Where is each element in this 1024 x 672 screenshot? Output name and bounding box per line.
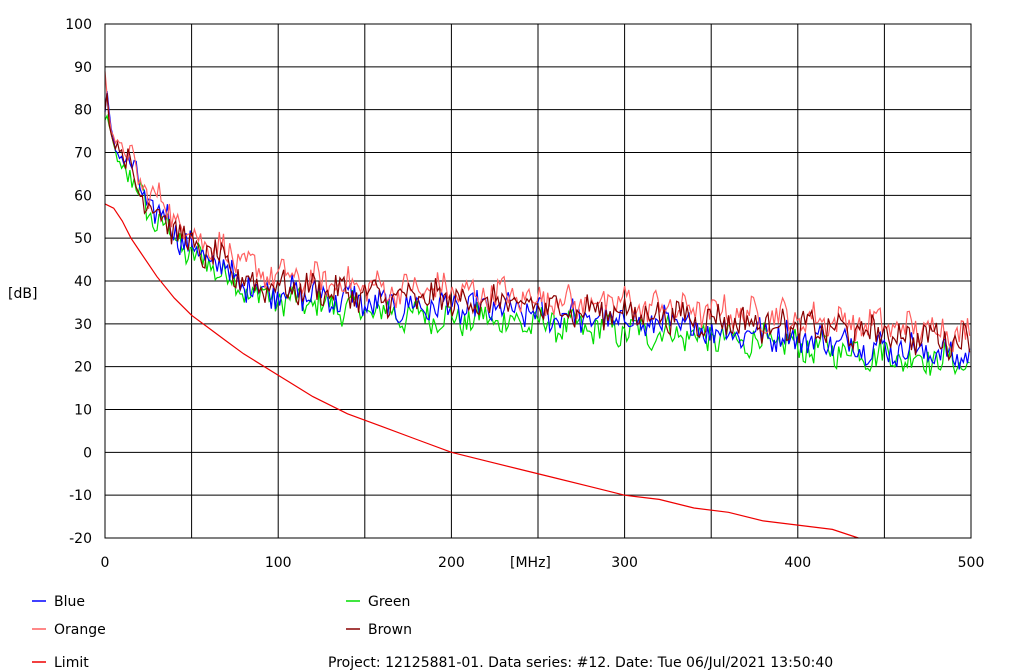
series-line-brown — [104, 93, 971, 362]
series-line-blue — [104, 91, 971, 370]
y-tick-label: 10 — [74, 403, 92, 419]
x-tick-label: 0 — [101, 555, 110, 571]
x-tick-label: 300 — [611, 555, 638, 571]
legend-label: Blue — [54, 594, 85, 610]
grid-lines — [105, 24, 971, 538]
y-tick-label: -20 — [69, 531, 92, 547]
x-tick-label: 500 — [958, 555, 985, 571]
y-tick-label: 100 — [65, 17, 92, 33]
y-tick-label: 60 — [74, 188, 92, 204]
legend-label: Orange — [54, 622, 106, 638]
y-tick-label: 40 — [74, 274, 92, 290]
legend-item-blue: Blue — [32, 594, 85, 610]
x-axis-ticks: 0 100 200 300 400 500 — [101, 555, 985, 571]
y-tick-label: 90 — [74, 60, 92, 76]
x-axis-label: [MHz] — [510, 555, 551, 571]
x-tick-label: 400 — [784, 555, 811, 571]
legend-item-brown: Brown — [346, 622, 412, 638]
series-line-green — [104, 113, 970, 376]
x-tick-label: 200 — [438, 555, 465, 571]
legend-item-limit: Limit — [32, 655, 89, 671]
plot-frame — [104, 23, 972, 539]
legend-label: Limit — [54, 655, 89, 671]
y-tick-label: 50 — [74, 231, 92, 247]
series-line-orange — [104, 71, 971, 353]
y-tick-label: 20 — [74, 360, 92, 376]
legend: Blue Orange Green Brown Limit — [32, 594, 412, 671]
plot-series — [104, 71, 971, 539]
legend-item-orange: Orange — [32, 622, 106, 638]
y-tick-label: -10 — [69, 488, 92, 504]
legend-label: Brown — [368, 622, 412, 638]
x-tick-label: 100 — [265, 555, 292, 571]
y-axis-label: [dB] — [8, 286, 37, 302]
legend-label: Green — [368, 594, 410, 610]
y-tick-label: 0 — [83, 445, 92, 461]
legend-item-green: Green — [346, 594, 410, 610]
footer-info: Project: 12125881-01. Data series: #12. … — [328, 655, 833, 671]
y-tick-label: 30 — [74, 317, 92, 333]
y-tick-label: 70 — [74, 146, 92, 162]
y-tick-label: 80 — [74, 103, 92, 119]
series-line-limit — [104, 203, 859, 539]
